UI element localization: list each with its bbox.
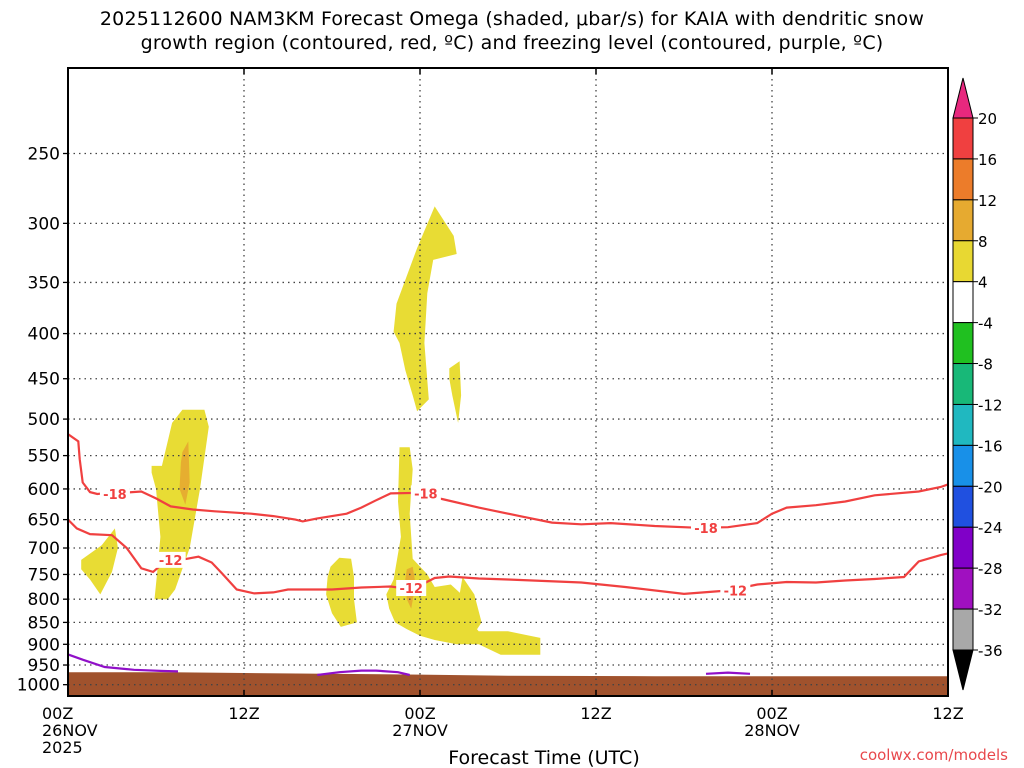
x-axis-title: Forecast Time (UTC) [448,747,639,768]
colorbar-swatch-0 [952,117,974,160]
colorbar-swatch-12 [952,608,974,651]
y-tick-label-750: 750 [28,565,60,585]
y-tick-label-1000: 1000 [17,676,60,696]
omega-region-4-8-6 [459,577,482,632]
x-tick-label-60-0: 12Z [932,704,963,723]
dgz-contour-label--18-2: -18 [694,522,718,537]
colorbar-label--28: -28 [978,560,1003,578]
omega-region-4-8-0 [81,528,118,595]
dgz-contour-label--12-2: -12 [724,584,748,599]
y-tick-label-700: 700 [28,539,60,559]
freezing-level-contour-0 [68,653,179,673]
x-tick-label-36-0: 12Z [580,704,611,723]
x-tick-label-48-0: 00Z [756,704,787,723]
dgz-contour-label--18-1: -18 [414,487,438,502]
y-tick-label-850: 850 [28,613,60,633]
colorbar-label--32: -32 [978,601,1003,619]
dgz-label-bg [155,551,186,568]
y-tick-label-550: 550 [28,447,60,467]
y-tick-label-500: 500 [28,410,60,430]
colorbar-label--12: -12 [978,396,1003,414]
dgz-contour-label--12-1: -12 [399,582,423,597]
y-tick-label-450: 450 [28,370,60,390]
x-tick-label-0-0: 00Z [42,704,73,723]
x-tick-label-0-2: 2025 [42,738,83,757]
y-tick-label-250: 250 [28,144,60,164]
x-tick-label-24-0: 00Z [404,704,435,723]
x-tick-label-24-1: 27NOV [392,721,448,740]
x-tick-label-0-1: 26NOV [42,721,98,740]
omega-region-8-12-2 [179,441,190,505]
colorbar-label-8: 8 [978,233,988,251]
freezing-level-contour-1 [317,669,410,677]
dgz-contour--12 [68,518,948,596]
y-tick-label-350: 350 [28,273,60,293]
freezing-level-contour-2 [705,671,751,675]
colorbar-label-20: 20 [978,110,997,128]
y-tick-label-400: 400 [28,325,60,345]
dgz-label-bg [99,486,130,503]
colorbar-swatch-5 [952,322,974,365]
omega-region-4-8-3 [326,557,357,627]
dgz-label-bg [396,579,427,596]
colorbar-swatch-1 [952,158,974,201]
chart-title-line-2: growth region (contoured, red, ºC) and f… [140,32,884,54]
colorbar-label-16: 16 [978,151,997,169]
credit-text: coolwx.com/models [859,746,1008,764]
chart-title-line-1: 2025112600 NAM3KM Forecast Omega (shaded… [99,8,925,30]
colorbar-swatch-11 [952,567,974,610]
colorbar-swatch-3 [952,240,974,283]
colorbar-bottom-arrow [952,649,974,691]
colorbar-label--36: -36 [978,642,1003,660]
colorbar-top-arrow [952,77,974,119]
colorbar-label--16: -16 [978,437,1003,455]
colorbar-label--4: -4 [978,315,993,333]
colorbar-label-12: 12 [978,192,997,210]
omega-region-4-8-4 [386,447,541,655]
y-tick-label-650: 650 [28,511,60,531]
colorbar-swatch-7 [952,403,974,446]
dgz-label-bg [720,582,751,599]
colorbar-swatch-10 [952,526,974,569]
x-tick-label-12-0: 12Z [228,704,259,723]
colorbar-swatch-2 [952,199,974,242]
colorbar-label-4: 4 [978,274,988,292]
omega-region-4-8-8 [449,361,462,423]
colorbar-swatch-9 [952,485,974,528]
plot-area: -18 -18 -18 -12 -12 -12 [68,68,948,696]
dgz-label-bg [691,519,721,536]
dgz-contour-label--18-0: -18 [103,488,127,503]
colorbar-label--8: -8 [978,356,993,374]
y-tick-label-950: 950 [28,656,60,676]
omega-region-4-8-1 [151,409,209,600]
y-tick-label-900: 900 [28,635,60,655]
y-tick-label-300: 300 [28,214,60,234]
dgz-label-bg [410,485,441,502]
colorbar-swatch-6 [952,363,974,405]
omega-region-4-8-7 [393,206,457,412]
colorbar-swatch-8 [952,444,974,487]
x-tick-label-48-1: 28NOV [744,721,800,740]
dgz-contour-label--12-0: -12 [159,554,183,569]
colorbar-label--24: -24 [978,519,1003,537]
colorbar-swatch-4 [952,281,974,324]
colorbar-label--20: -20 [978,478,1003,496]
plot-frame [67,67,949,697]
y-tick-label-800: 800 [28,590,60,610]
y-tick-label-600: 600 [28,480,60,500]
